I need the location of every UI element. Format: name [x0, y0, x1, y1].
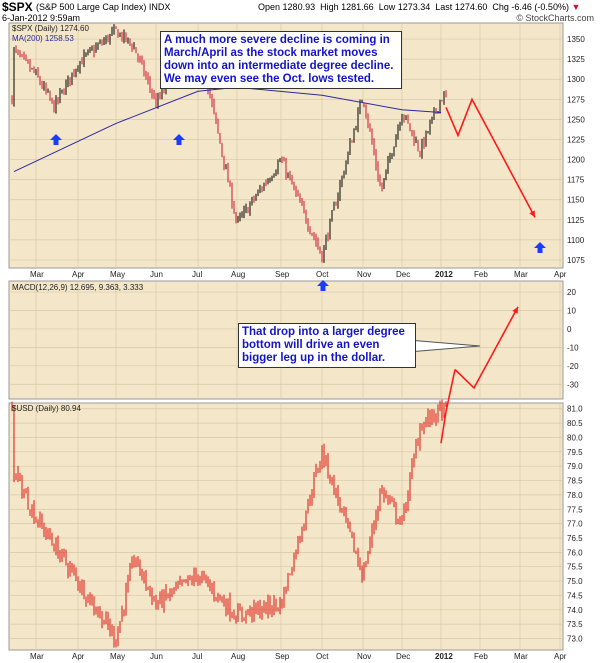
- usd-x-tick: May: [110, 652, 125, 661]
- blue-up-arrow-oct: [317, 280, 329, 291]
- usd-y-tick: 79.5: [567, 448, 583, 457]
- usd-y-tick: 79.0: [567, 462, 583, 471]
- spx-forecast-line: [445, 97, 536, 218]
- blue-up-arrow-jun: [173, 134, 185, 145]
- spx-x-tick: Nov: [357, 270, 371, 279]
- usd-y-tick: 77.0: [567, 520, 583, 529]
- macd-forecast-line: [454, 306, 519, 390]
- macd-y-tick: -10: [567, 343, 579, 352]
- spx-x-tick: Mar: [514, 270, 528, 279]
- timestamp: 6-Jan-2012 9:59am: [2, 13, 81, 23]
- usd-y-tick: 74.5: [567, 591, 583, 600]
- symbol-name: (S&P 500 Large Cap Index) INDX: [36, 2, 171, 12]
- low-value: 1273.34: [397, 2, 431, 12]
- blue-up-arrow-apr: [534, 242, 546, 253]
- usd-panel-title: $USD (Daily) 80.94: [12, 404, 81, 413]
- usd-x-tick: 2012: [435, 652, 453, 661]
- ma200-legend: MA(200) 1258.53: [12, 34, 74, 43]
- usd-y-tick: 75.5: [567, 563, 583, 572]
- usd-y-tick: 76.5: [567, 534, 583, 543]
- symbol-label: $SPX: [2, 0, 33, 14]
- macd-forecast-arrowhead: [512, 306, 518, 314]
- chart-header: $SPX (S&P 500 Large Cap Index) INDX 6-Ja…: [0, 0, 600, 24]
- spx-x-tick: Feb: [474, 270, 488, 279]
- macd-y-tick: -30: [567, 380, 579, 389]
- usd-y-tick: 80.0: [567, 433, 583, 442]
- change-value: -6.46 (-0.50%): [511, 2, 569, 12]
- macd-y-tick: 20: [567, 288, 576, 297]
- spx-y-tick: 1100: [567, 236, 585, 245]
- usd-y-tick: 78.0: [567, 491, 583, 500]
- usd-x-tick: Jun: [150, 652, 163, 661]
- spx-y-tick: 1200: [567, 156, 585, 165]
- spx-y-tick: 1150: [567, 196, 585, 205]
- spx-panel-title: $SPX (Daily) 1274.60: [12, 24, 89, 33]
- usd-x-tick: Jul: [192, 652, 202, 661]
- spx-y-tick: 1250: [567, 115, 585, 124]
- spx-forecast-arrowhead: [529, 210, 535, 218]
- usd-x-tick: Mar: [514, 652, 528, 661]
- usd-x-tick: Aug: [231, 652, 245, 661]
- usd-grid: 73.0 73.5 74.0 74.5 75.0 75.5 76.0 76.5 77.0 77.5…: [9, 403, 583, 650]
- annotation-top: A much more severe decline is coming in …: [160, 31, 402, 89]
- spx-y-tick: 1350: [567, 35, 585, 44]
- spx-y-tick: 1225: [567, 135, 585, 144]
- macd-y-tick: 10: [567, 307, 576, 316]
- usd-x-tick: Feb: [474, 652, 488, 661]
- usd-y-tick: 73.5: [567, 620, 583, 629]
- spx-x-tick: Jul: [192, 270, 202, 279]
- usd-y-tick: 77.5: [567, 505, 583, 514]
- usd-x-tick: Dec: [396, 652, 410, 661]
- usd-x-tick: Mar: [30, 652, 44, 661]
- macd-forecast: [454, 306, 519, 390]
- annotation-mid: That drop into a larger degree bottom wi…: [238, 323, 416, 368]
- usd-x-tick: Oct: [316, 652, 329, 661]
- down-triangle-icon: ▼: [571, 2, 581, 12]
- spx-x-tick: Jun: [150, 270, 163, 279]
- spx-x-tick: Sep: [275, 270, 290, 279]
- usd-forecast-start: [440, 411, 447, 444]
- open-value: 1280.93: [282, 2, 316, 12]
- last-value: 1274.60: [454, 2, 488, 12]
- spx-grid: 1075 1100 1125 1150 1175 1200 1225 1250 1275 1300…: [9, 23, 585, 268]
- macd-y-tick: 0: [567, 325, 572, 334]
- high-value: 1281.66: [341, 2, 374, 12]
- macd-panel-title: MACD(12,26,9) 12.695, 9.363, 3.333: [12, 283, 144, 292]
- spx-y-tick: 1075: [567, 256, 585, 265]
- spx-y-tick: 1175: [567, 176, 585, 185]
- spx-x-tick: 2012: [435, 270, 453, 279]
- spx-x-tick: Aug: [231, 270, 245, 279]
- spx-y-tick: 1300: [567, 75, 585, 84]
- source-credit: © StockCharts.com: [516, 13, 594, 23]
- usd-y-tick: 75.0: [567, 577, 583, 586]
- usd-x-tick: Nov: [357, 652, 371, 661]
- spx-y-tick: 1125: [567, 216, 585, 225]
- spx-x-tick: Mar: [30, 270, 44, 279]
- usd-x-tick: Sep: [275, 652, 290, 661]
- usd-panel: [8, 402, 564, 651]
- spx-y-tick: 1275: [567, 95, 585, 104]
- usd-x-tick: Apr: [72, 652, 85, 661]
- usd-y-tick: 80.5: [567, 419, 583, 428]
- blue-up-arrow-mar: [50, 134, 62, 145]
- usd-forecast-line: [445, 369, 456, 412]
- spx-x-tick: Apr: [72, 270, 85, 279]
- usd-y-tick: 78.5: [567, 477, 583, 486]
- usd-y-tick: 76.0: [567, 548, 583, 557]
- macd-y-tick: -20: [567, 362, 579, 371]
- spx-forecast: [445, 97, 536, 218]
- usd-y-tick: 81.0: [567, 405, 583, 414]
- spx-x-tick: Dec: [396, 270, 410, 279]
- annotation-mid-pointer: [407, 339, 481, 353]
- spx-x-tick: Apr: [554, 270, 567, 279]
- quote-strip: Open 1280.93 High 1281.66 Low 1273.34 La…: [258, 2, 581, 12]
- usd-candles: [11, 399, 447, 648]
- usd-y-tick: 74.0: [567, 606, 583, 615]
- spx-y-tick: 1325: [567, 55, 585, 64]
- spx-x-tick: May: [110, 270, 125, 279]
- spx-x-tick: Oct: [316, 270, 329, 279]
- usd-y-tick: 73.0: [567, 635, 583, 644]
- usd-x-tick: Apr: [554, 652, 567, 661]
